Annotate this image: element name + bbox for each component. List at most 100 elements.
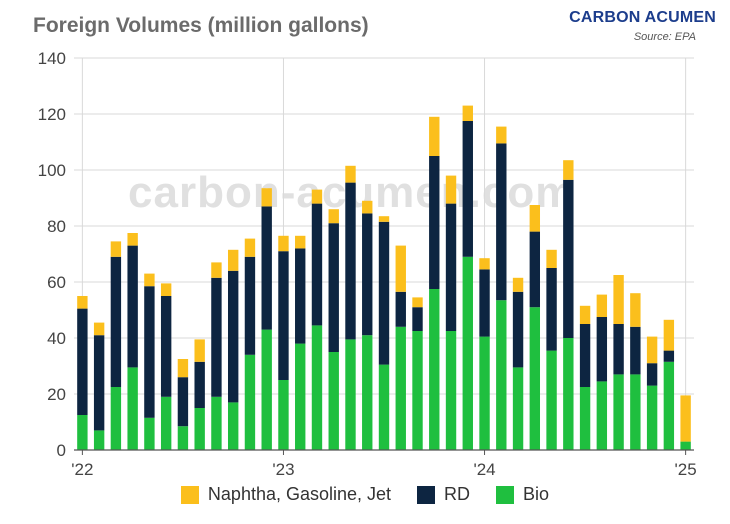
bar-segment-rd — [663, 350, 675, 362]
legend-swatch-naphtha — [180, 485, 199, 504]
bar-segment-rd — [244, 256, 256, 355]
bar-segment-bio — [579, 387, 591, 450]
bar-segment-naphtha-gasoline-jet — [77, 296, 88, 309]
bar-segment-bio — [362, 335, 373, 450]
y-tick-label: 80 — [47, 217, 66, 236]
bar-segment-rd — [261, 206, 272, 330]
bar-segment-bio — [311, 325, 323, 450]
bar-segment-naphtha-gasoline-jet — [429, 116, 440, 156]
bar-segment-rd — [496, 143, 507, 301]
bar-segment-bio — [596, 381, 608, 450]
bar-segment-naphtha-gasoline-jet — [110, 241, 122, 257]
y-tick-label: 20 — [47, 385, 66, 404]
bar-segment-bio — [227, 402, 239, 450]
bar-segment-rd — [328, 223, 339, 352]
bar-segment-naphtha-gasoline-jet — [127, 233, 138, 246]
bar-segment-rd — [395, 291, 406, 327]
bar-segment-bio — [110, 387, 122, 450]
bar-segment-bio — [328, 352, 339, 450]
bar-segment-rd — [311, 203, 323, 326]
bar-segment-bio — [194, 408, 205, 450]
bar-segment-bio — [177, 426, 189, 450]
legend-item-rd[interactable]: RD — [417, 484, 470, 505]
bar-segment-naphtha-gasoline-jet — [412, 297, 423, 308]
bar-segment-rd — [546, 268, 557, 351]
bar-segment-naphtha-gasoline-jet — [546, 249, 557, 268]
x-axis: '22 '23 '24 '25 — [71, 449, 697, 479]
bar-segment-bio — [278, 380, 289, 450]
bar-segment-naphtha-gasoline-jet — [278, 235, 289, 252]
bar-segment-bio — [663, 361, 675, 450]
bar-segment-bio — [378, 364, 390, 450]
bar-segment-rd — [646, 363, 658, 386]
bar-segment-rd — [579, 324, 591, 387]
bar-segment-rd — [378, 221, 390, 365]
bar-segment-naphtha-gasoline-jet — [579, 305, 591, 324]
bar-segment-naphtha-gasoline-jet — [512, 277, 524, 292]
legend-item-bio[interactable]: Bio — [496, 484, 549, 505]
bar-segment-rd — [462, 121, 473, 257]
bar-segment-bio — [295, 343, 306, 450]
bar-segment-naphtha-gasoline-jet — [663, 319, 675, 351]
y-tick-label: 0 — [57, 441, 66, 460]
legend-swatch-bio — [496, 485, 515, 504]
bar-segment-bio — [630, 374, 641, 450]
legend-label-bio: Bio — [523, 484, 550, 504]
bar-segment-rd — [479, 269, 490, 337]
bar-segment-naphtha-gasoline-jet — [563, 160, 574, 180]
bar-segment-rd — [613, 324, 624, 375]
bar-segment-naphtha-gasoline-jet — [529, 205, 541, 232]
bar-series — [77, 105, 691, 450]
bar-segment-bio — [546, 350, 557, 450]
bar-segment-rd — [227, 270, 239, 403]
bar-segment-naphtha-gasoline-jet — [261, 188, 272, 207]
x-tick-label: '25 — [675, 460, 697, 479]
bar-segment-naphtha-gasoline-jet — [160, 283, 172, 296]
bar-segment-rd — [512, 291, 524, 368]
bar-segment-bio — [479, 336, 490, 450]
bar-segment-naphtha-gasoline-jet — [345, 165, 356, 183]
bar-segment-naphtha-gasoline-jet — [311, 189, 323, 204]
y-tick-label: 60 — [47, 273, 66, 292]
bar-segment-naphtha-gasoline-jet — [479, 258, 490, 270]
y-tick-label: 120 — [38, 105, 66, 124]
bar-segment-bio — [646, 385, 658, 450]
legend: Naphtha, Gasoline, Jet RD Bio — [0, 484, 730, 505]
bar-segment-rd — [630, 326, 641, 375]
bar-segment-bio — [429, 289, 440, 450]
bar-segment-rd — [529, 231, 541, 308]
bar-segment-naphtha-gasoline-jet — [613, 275, 624, 324]
bar-segment-rd — [445, 203, 457, 331]
bar-segment-bio — [412, 331, 423, 450]
legend-label-rd: RD — [444, 484, 471, 504]
y-axis: 0 20 40 60 80 100 120 140 — [38, 49, 66, 460]
legend-swatch-rd — [417, 485, 436, 504]
bar-segment-rd — [563, 179, 574, 338]
y-tick-label: 40 — [47, 329, 66, 348]
bar-segment-bio — [144, 417, 155, 450]
bar-segment-naphtha-gasoline-jet — [630, 293, 641, 327]
bar-segment-bio — [680, 441, 691, 450]
legend-item-naphtha[interactable]: Naphtha, Gasoline, Jet — [180, 484, 391, 505]
bar-segment-naphtha-gasoline-jet — [211, 262, 222, 278]
bar-segment-naphtha-gasoline-jet — [177, 359, 189, 378]
bar-segment-rd — [596, 317, 608, 382]
bar-segment-bio — [529, 307, 541, 450]
bar-segment-naphtha-gasoline-jet — [680, 395, 691, 442]
source-note: Source: EPA — [633, 31, 696, 43]
y-tick-label: 140 — [38, 49, 66, 68]
bar-segment-naphtha-gasoline-jet — [295, 235, 306, 249]
x-tick-label: '23 — [272, 460, 294, 479]
bar-segment-naphtha-gasoline-jet — [462, 105, 473, 121]
bar-segment-naphtha-gasoline-jet — [596, 294, 608, 317]
x-tick-label: '24 — [473, 460, 495, 479]
bar-segment-rd — [345, 182, 356, 340]
bar-segment-naphtha-gasoline-jet — [445, 175, 457, 204]
bar-segment-rd — [412, 307, 423, 331]
bar-segment-rd — [211, 277, 222, 397]
bar-segment-bio — [563, 338, 574, 450]
bar-segment-bio — [77, 415, 88, 450]
bar-segment-bio — [462, 256, 473, 450]
bar-segment-rd — [362, 213, 373, 336]
bar-segment-rd — [127, 245, 138, 368]
